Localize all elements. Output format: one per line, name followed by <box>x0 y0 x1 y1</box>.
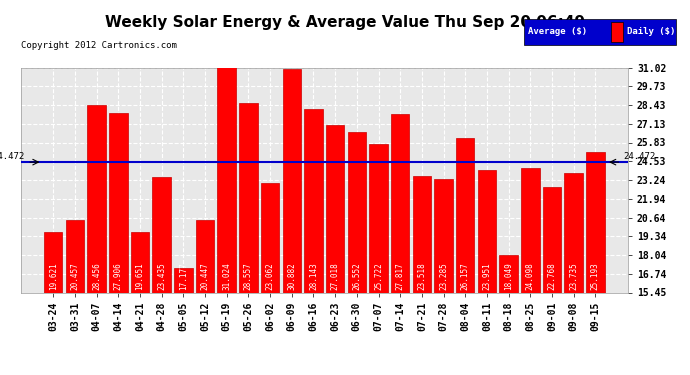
Text: 20.447: 20.447 <box>201 262 210 290</box>
Text: 27.817: 27.817 <box>395 262 405 290</box>
Bar <box>369 144 388 292</box>
Bar <box>348 132 366 292</box>
Bar <box>239 103 257 292</box>
Text: 27.906: 27.906 <box>114 262 123 290</box>
Bar <box>521 168 540 292</box>
Bar <box>564 173 583 292</box>
Text: 18.049: 18.049 <box>504 262 513 290</box>
Text: 26.157: 26.157 <box>461 262 470 290</box>
Text: 23.062: 23.062 <box>266 262 275 290</box>
Bar <box>196 220 214 292</box>
Bar <box>500 255 518 292</box>
Bar <box>109 112 128 292</box>
Bar <box>66 220 84 292</box>
Bar <box>477 170 496 292</box>
Text: 24.472: 24.472 <box>624 152 656 160</box>
Text: 25.193: 25.193 <box>591 262 600 290</box>
Text: 31.024: 31.024 <box>222 262 231 290</box>
Bar <box>282 69 301 292</box>
Text: 23.735: 23.735 <box>569 262 578 290</box>
Bar <box>434 179 453 292</box>
Bar <box>88 105 106 292</box>
Bar <box>326 125 344 292</box>
Bar <box>131 232 149 292</box>
Text: Copyright 2012 Cartronics.com: Copyright 2012 Cartronics.com <box>21 41 177 50</box>
Text: 24.098: 24.098 <box>526 262 535 290</box>
Bar <box>174 267 193 292</box>
Text: 17.177: 17.177 <box>179 262 188 290</box>
Bar <box>391 114 409 292</box>
Text: 19.621: 19.621 <box>49 262 58 290</box>
Bar <box>456 138 475 292</box>
Bar <box>44 232 62 292</box>
Text: Daily ($): Daily ($) <box>627 27 675 36</box>
Bar <box>217 68 236 292</box>
Text: 23.435: 23.435 <box>157 262 166 290</box>
Text: 28.456: 28.456 <box>92 262 101 290</box>
Text: 19.651: 19.651 <box>135 262 144 290</box>
Text: Average ($): Average ($) <box>528 27 587 36</box>
Bar <box>413 176 431 292</box>
Text: 25.722: 25.722 <box>374 262 383 290</box>
Text: 27.018: 27.018 <box>331 262 339 290</box>
Text: 30.882: 30.882 <box>287 262 296 290</box>
Text: 23.285: 23.285 <box>439 262 448 290</box>
Text: 20.457: 20.457 <box>70 262 79 290</box>
Bar <box>304 109 323 292</box>
Text: 26.552: 26.552 <box>353 262 362 290</box>
Bar <box>586 152 604 292</box>
Text: Weekly Solar Energy & Average Value Thu Sep 20 06:49: Weekly Solar Energy & Average Value Thu … <box>105 15 585 30</box>
Text: 22.768: 22.768 <box>547 262 557 290</box>
Bar <box>543 187 561 292</box>
Text: 28.143: 28.143 <box>309 262 318 290</box>
Text: 28.557: 28.557 <box>244 262 253 290</box>
Bar <box>152 177 171 292</box>
Text: 23.951: 23.951 <box>482 262 491 290</box>
Text: 24.472: 24.472 <box>0 152 25 160</box>
Text: 23.518: 23.518 <box>417 262 426 290</box>
Bar <box>261 183 279 292</box>
